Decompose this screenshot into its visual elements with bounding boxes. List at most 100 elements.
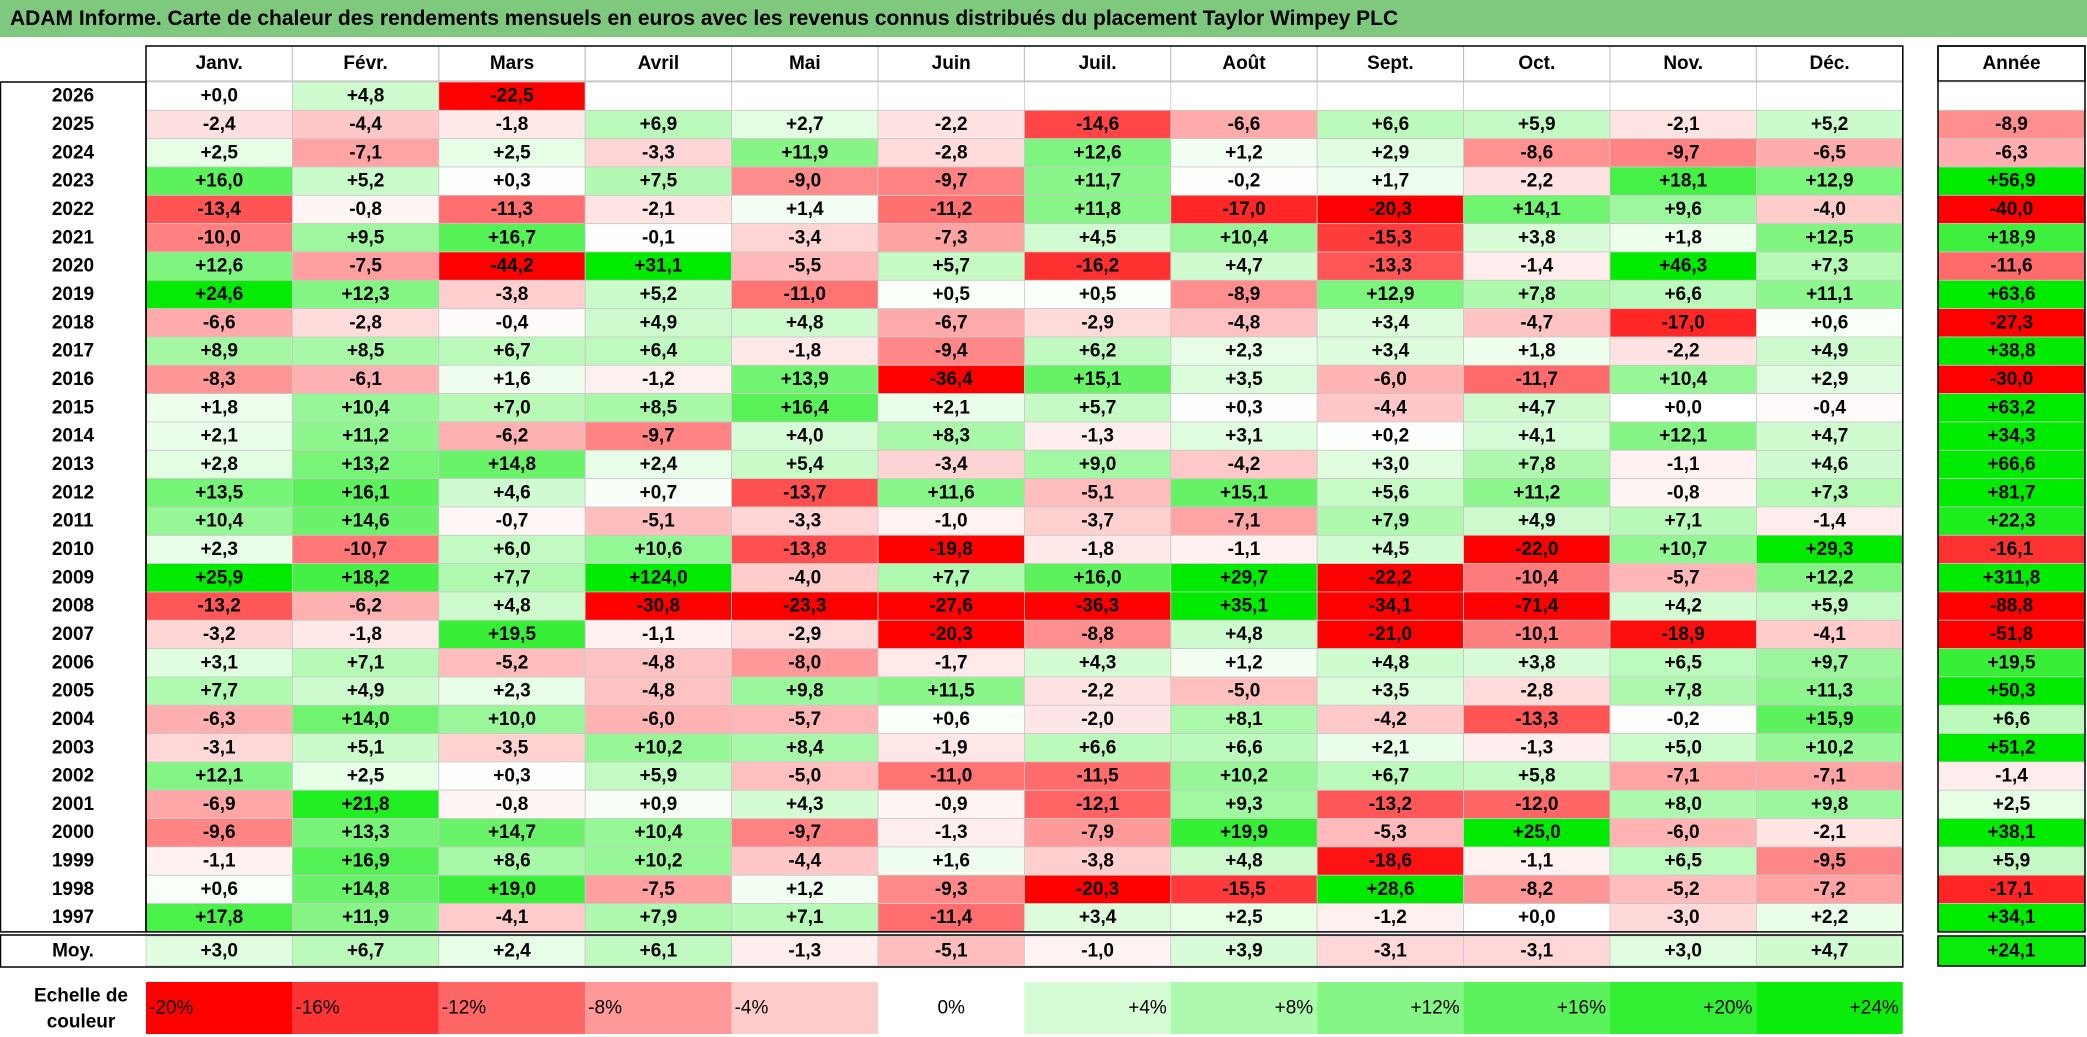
cell-value: +0,6 [1811,312,1849,333]
month-header-cell [1316,45,1465,82]
cell-value: -13,2 [1369,794,1412,815]
cell-value: -3,0 [1667,907,1700,928]
average-cell [877,935,1025,967]
heatmap-cell [1756,251,1904,281]
year-label: 2006 [52,652,94,673]
heatmap-cell [1170,619,1318,650]
year-label: 2008 [52,596,94,617]
cell-value: +6,5 [1664,851,1702,872]
heatmap-cell [1609,336,1757,366]
heatmap-cell [1609,506,1757,536]
heatmap-cell [438,308,586,338]
annual-value: -30,0 [1990,369,2033,390]
chart-title: ADAM Informe. Carte de chaleur des rende… [0,0,2087,37]
scale-swatch [146,982,293,1034]
cell-value: -7,1 [1228,511,1261,532]
cell-value: +4,1 [1518,426,1556,447]
cell-value: -20,3 [1369,199,1412,220]
cell-value: +2,9 [1811,369,1849,390]
heatmap-cell [877,109,1025,140]
annual-cell [1937,704,2086,734]
cell-value: -1,1 [1520,851,1553,872]
heatmap-cell [1170,81,1318,111]
cell-value: +17,8 [195,907,243,928]
cell-value: -9,7 [935,171,968,192]
cell-value: +1,8 [1518,341,1556,362]
cell-value: -2,2 [935,114,968,135]
heatmap-cell [291,506,440,536]
cell-value: +35,1 [1220,596,1269,617]
heatmap-cell [584,506,733,536]
scale-swatch [1463,982,1610,1034]
cell-value: +5,7 [1079,397,1117,418]
average-label: Moy. [52,941,94,962]
average-value: -1,3 [788,941,821,962]
heatmap-cell [1316,81,1464,111]
heatmap-cell [1316,818,1464,848]
cell-value: -17,0 [1222,199,1265,220]
cell-value: -6,0 [1667,822,1700,843]
heatmap-cell [1316,846,1464,876]
annual-cell [1937,336,2086,366]
cell-value: +2,9 [1372,142,1410,163]
cell-value: -1,8 [349,624,382,645]
heatmap-cell [1609,81,1757,111]
heatmap-cell [877,279,1025,310]
cell-value: +14,0 [342,709,390,730]
heatmap-cell [1463,194,1611,225]
heatmap-cell [877,761,1025,791]
heatmap-cell [438,393,586,423]
heatmap-cell [584,449,733,480]
cell-value: +21,8 [342,794,390,815]
cell-value: +16,0 [1074,567,1122,588]
cell-value: +4,7 [1811,426,1849,447]
annual-value: -11,6 [1990,256,2032,277]
cell-value: -7,3 [935,227,968,248]
annual-cell [1937,733,2086,763]
month-header-9: Sept. [1367,53,1413,74]
scale-swatch [1024,982,1171,1034]
cell-value: +28,6 [1366,879,1414,900]
heatmap-cell [1463,648,1611,678]
annual-cell [1937,874,2086,904]
annual-cell [1937,81,2086,111]
cell-value: -3,2 [203,624,236,645]
heatmap-cell [877,251,1025,281]
cell-value: +7,0 [493,397,531,418]
heatmap-cell [1609,563,1757,593]
cell-value: -6,2 [349,596,382,617]
cell-value: -9,7 [1667,142,1700,163]
cell-value: +0,3 [1225,397,1263,418]
year-label: 2017 [52,341,94,362]
cell-value: -1,3 [935,822,968,843]
annual-value: +2,5 [1993,794,2031,815]
cell-value: +2,5 [1225,907,1263,928]
heatmap-cell [877,223,1025,253]
cell-value: -11,2 [930,199,972,220]
annual-value: +38,1 [1987,822,2036,843]
cell-value: +25,9 [195,567,243,588]
cell-value: +3,0 [1372,454,1410,475]
heatmap-cell [291,279,440,310]
cell-value: -8,9 [1228,284,1261,305]
cell-value: +15,9 [1806,709,1854,730]
heatmap-cell [438,818,586,848]
cell-value: -0,2 [1667,709,1700,730]
heatmap-cell [145,733,293,763]
cell-value: -4,8 [642,681,675,702]
cell-value: +25,0 [1513,822,1561,843]
cell-value: +46,3 [1659,256,1707,277]
heatmap-cell [145,223,293,253]
annual-value: -17,1 [1990,879,2034,900]
annual-cell [1937,534,2086,565]
cell-value: +8,9 [200,341,238,362]
cell-value: +2,4 [640,454,678,475]
heatmap-cell [145,761,293,791]
heatmap-cell [145,393,293,423]
cell-value: +12,6 [195,256,243,277]
cell-value: -13,8 [783,539,826,560]
cell-value: -0,4 [1813,397,1846,418]
average-value: +2,4 [493,941,531,962]
cell-value: +19,0 [488,879,536,900]
cell-value: -18,6 [1369,851,1412,872]
